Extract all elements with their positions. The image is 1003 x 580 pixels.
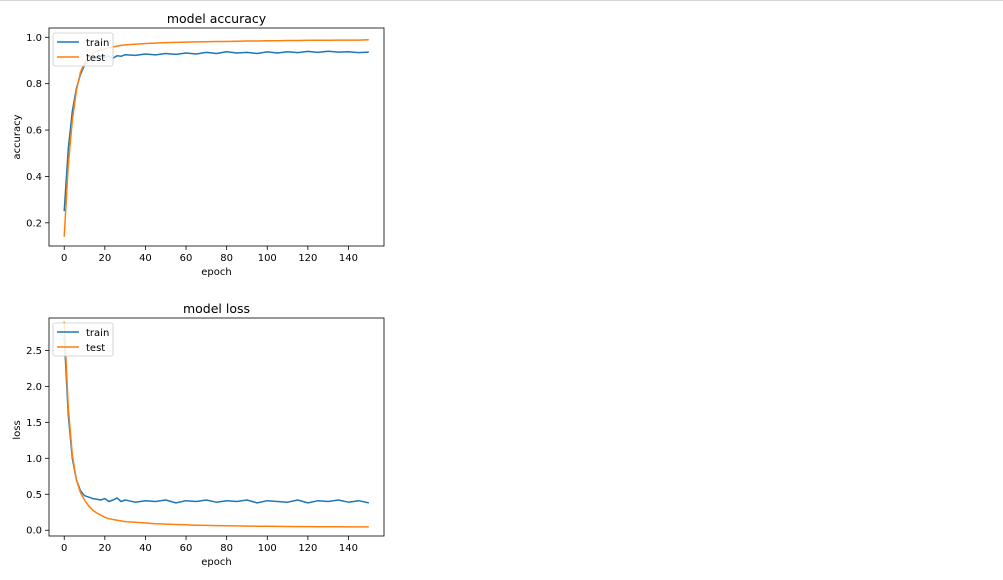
chart-title: model loss xyxy=(183,301,250,316)
y-axis-label: loss xyxy=(12,420,23,439)
y-tick-label: 0.8 xyxy=(26,79,42,90)
x-tick-label: 100 xyxy=(258,543,277,554)
y-tick-label: 0.5 xyxy=(26,490,42,501)
y-ticks: 0.2 0.4 0.6 0.8 1.0 xyxy=(26,33,49,229)
legend-train-label: train xyxy=(86,38,109,49)
legend-test-label: test xyxy=(86,343,105,354)
accuracy-chart: model accuracy 0 20 40 60 80 100 120 140 0.2 0.4… xyxy=(12,11,385,278)
series-line-test xyxy=(63,321,369,528)
y-tick-label: 2.0 xyxy=(26,382,42,393)
y-tick-label: 0.0 xyxy=(26,526,42,537)
series-line-test xyxy=(63,39,369,237)
x-tick-label: 40 xyxy=(139,253,152,264)
x-tick-label: 20 xyxy=(98,253,111,264)
plot-frame xyxy=(48,27,385,247)
x-tick-label: 20 xyxy=(98,543,111,554)
legend: train test xyxy=(52,32,114,67)
chart-title: model accuracy xyxy=(167,11,267,26)
y-tick-label: 2.5 xyxy=(26,346,42,357)
top-divider xyxy=(0,0,1003,1)
plot-frame xyxy=(48,317,385,537)
y-ticks: 0.0 0.5 1.0 1.5 2.0 2.5 xyxy=(26,346,49,537)
x-tick-label: 0 xyxy=(61,543,67,554)
x-ticks: 0 20 40 60 80 100 120 140 xyxy=(61,246,358,264)
x-tick-label: 60 xyxy=(180,543,193,554)
x-tick-label: 140 xyxy=(339,543,358,554)
legend-test-label: test xyxy=(86,53,105,64)
y-tick-label: 0.6 xyxy=(26,126,42,137)
y-tick-label: 1.0 xyxy=(26,454,42,465)
series-line-train xyxy=(63,50,369,212)
x-tick-label: 0 xyxy=(61,253,67,264)
x-axis-label: epoch xyxy=(201,267,231,278)
x-tick-label: 100 xyxy=(258,253,277,264)
x-ticks: 0 20 40 60 80 100 120 140 xyxy=(61,536,358,554)
y-axis-label: accuracy xyxy=(12,114,23,159)
y-tick-label: 1.5 xyxy=(26,418,42,429)
x-tick-label: 80 xyxy=(220,253,233,264)
series-line-train xyxy=(63,335,369,504)
series-lines xyxy=(63,39,369,237)
x-tick-label: 40 xyxy=(139,543,152,554)
legend: train test xyxy=(52,322,114,357)
series-lines xyxy=(63,321,369,528)
x-tick-label: 140 xyxy=(339,253,358,264)
x-axis-label: epoch xyxy=(201,557,231,568)
x-tick-label: 60 xyxy=(180,253,193,264)
x-tick-label: 80 xyxy=(220,543,233,554)
legend-train-label: train xyxy=(86,328,109,339)
y-tick-label: 0.4 xyxy=(26,172,42,183)
x-tick-label: 120 xyxy=(298,253,317,264)
y-tick-label: 1.0 xyxy=(26,33,42,44)
loss-chart: model loss 0 20 40 60 80 100 120 140 0.0 0.5 1.0 1… xyxy=(12,301,385,568)
y-tick-label: 0.2 xyxy=(26,218,42,229)
x-tick-label: 120 xyxy=(298,543,317,554)
